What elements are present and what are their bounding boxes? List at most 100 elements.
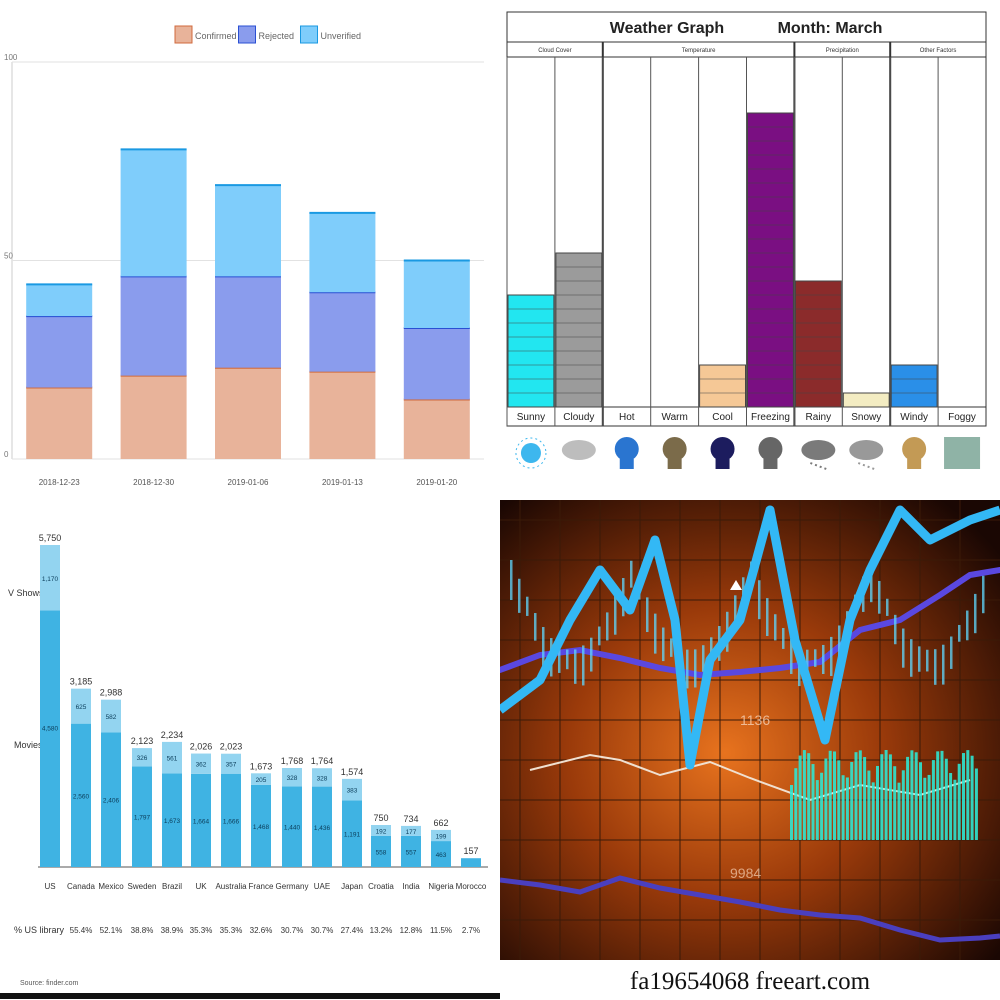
candle-bar	[518, 578, 521, 613]
country-label-us: US	[44, 882, 55, 891]
x-tick-label: 2018-12-30	[133, 478, 174, 487]
group-label: Other Factors	[920, 48, 957, 54]
tvshows-value-label: 383	[347, 788, 358, 795]
total-value-label: 2,026	[190, 742, 213, 752]
candle-bar	[694, 649, 697, 688]
tvshows-value-label: 192	[376, 828, 387, 835]
bar-tvshows-us	[40, 545, 60, 611]
category-label-cloudy: Cloudy	[563, 412, 594, 423]
stock-graph-image: 1136 9984	[500, 500, 1000, 960]
tvshows-value-label: 582	[106, 714, 117, 721]
volume-bar	[919, 762, 922, 840]
bar-tvshows-australia	[221, 753, 241, 774]
source-note: Source: finder.com	[20, 980, 79, 987]
bar-segment-unverified	[309, 212, 376, 293]
candle-bar	[742, 577, 745, 596]
library-by-country-chart: V Shows Movies % US library Source: find…	[0, 500, 500, 1000]
candle-bar	[766, 598, 769, 637]
country-label-france: France	[249, 882, 274, 891]
candle-bar	[734, 595, 737, 629]
total-value-label: 1,768	[281, 756, 304, 766]
weather-bar-cool	[699, 364, 747, 408]
bar-segment-unverified	[26, 284, 93, 317]
y-tick-label: 50	[4, 252, 13, 261]
volume-bar	[858, 750, 862, 840]
movies-value-label: 463	[436, 852, 447, 859]
bar-tvshows-france	[251, 773, 271, 785]
volume-bar	[824, 758, 828, 840]
weather-bar-snowy	[842, 392, 890, 408]
country-label-brazil: Brazil	[162, 882, 182, 891]
category-label-warm: Warm	[662, 412, 688, 423]
candle-bar	[902, 628, 905, 668]
pct-value-label: 35.3%	[190, 926, 213, 935]
bar-tvshows-canada	[71, 688, 91, 724]
movies-value-label: 2,560	[73, 793, 90, 800]
candle-bar	[790, 638, 793, 674]
volume-bar	[811, 764, 815, 840]
weather-month: Month: March	[778, 20, 883, 37]
bar-movies-nigeria	[431, 841, 451, 867]
stacked-bar-chart-weekly: 0 50 100 2018-12-23 2018-12-30 2019-01-06 2019…	[0, 0, 500, 500]
volume-bar	[901, 770, 905, 840]
volume-bar	[940, 750, 944, 840]
pct-value-label: 52.1%	[100, 926, 123, 935]
volume-bar	[850, 762, 854, 840]
pct-value-label: 12.8%	[400, 926, 423, 935]
bar-segment-rejected	[120, 276, 187, 376]
volume-bar	[807, 753, 811, 840]
tvshows-value-label: 625	[76, 704, 87, 711]
volume-bar	[957, 763, 961, 840]
bar-segment-unverified	[403, 260, 470, 328]
volume-bar	[906, 756, 910, 840]
total-value-label: 157	[463, 846, 478, 856]
category-label-hot: Hot	[619, 412, 635, 423]
category-label-windy: Windy	[900, 412, 928, 423]
cool-figure-icon	[710, 437, 735, 469]
movies-value-label: 1,673	[164, 818, 181, 825]
movies-value-label: 2,406	[103, 798, 120, 805]
movies-value-label: 557	[406, 849, 417, 856]
candle-bar	[582, 645, 585, 686]
tvshows-value-label: 357	[226, 762, 237, 769]
movies-value-label: 558	[376, 849, 387, 856]
tvshows-value-label: 199	[436, 834, 447, 841]
total-value-label: 750	[373, 813, 388, 823]
hot-sun-icon	[614, 437, 639, 469]
bar-movies-sweden	[132, 766, 152, 867]
pct-value-label: 13.2%	[370, 926, 393, 935]
volume-bar	[888, 754, 892, 840]
volume-bar	[867, 770, 871, 840]
watermark: fa19654068 freeart.com	[629, 968, 871, 995]
volume-bar	[914, 752, 918, 840]
candle-bar	[926, 649, 929, 672]
pct-value-label: 27.4%	[341, 926, 364, 935]
bar-tvshows-brazil	[162, 741, 182, 774]
movies-value-label: 1,436	[314, 825, 331, 832]
candle-bar	[822, 644, 825, 675]
volume-bar	[884, 750, 888, 840]
candle-bar	[918, 646, 921, 672]
bar-movies-japan	[342, 800, 362, 867]
candle-bar	[542, 627, 545, 666]
candle-bar	[614, 596, 617, 635]
volume-bar	[974, 768, 978, 840]
bar-tvshows-mexico	[101, 699, 121, 733]
volume-bar	[841, 775, 845, 840]
bar-movies-australia	[221, 773, 241, 867]
candle-bar	[670, 638, 673, 657]
candle-bar	[782, 628, 785, 649]
country-label-croatia: Croatia	[368, 882, 394, 891]
overlay-number-1: 1136	[740, 712, 770, 728]
bar-movies-germany	[282, 786, 302, 867]
volume-bar	[871, 782, 875, 840]
stock-market-illustration: 1136 9984 fa19654068 freeart.com	[500, 500, 1000, 1000]
category-label-cool: Cool	[712, 412, 733, 423]
bar-movies-france	[251, 784, 271, 867]
bar-tvshows-croatia	[371, 825, 391, 836]
x-tick-label: 2018-12-23	[39, 478, 80, 487]
candle-bar	[838, 625, 841, 664]
bar-segment-unverified	[120, 149, 187, 277]
candle-bar	[982, 575, 985, 614]
total-value-label: 1,574	[341, 767, 364, 777]
